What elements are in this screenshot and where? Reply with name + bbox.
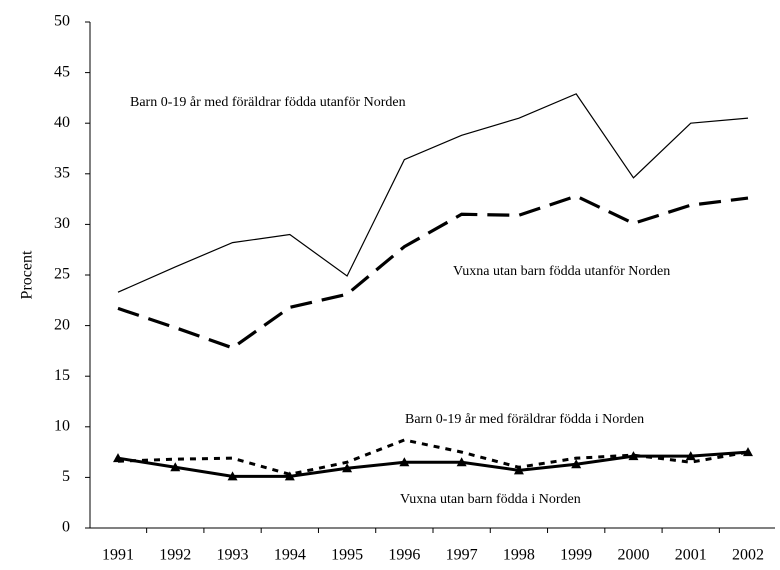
- marker: [113, 453, 123, 463]
- y-tick-label: 25: [54, 266, 70, 283]
- series-label: Barn 0-19 år med föräldrar födda i Norde…: [405, 412, 644, 427]
- y-tick-label: 45: [54, 63, 70, 80]
- x-tick-label: 1998: [503, 547, 535, 564]
- y-tick-label: 40: [54, 114, 70, 131]
- x-tick-label: 1999: [560, 547, 592, 564]
- x-tick-label: 1996: [388, 547, 420, 564]
- marker: [342, 463, 353, 473]
- y-tick-label: 20: [54, 316, 70, 333]
- series-line: [117, 93, 749, 293]
- marker: [456, 457, 467, 467]
- y-tick-label: 10: [54, 417, 70, 434]
- y-axis-label: Procent: [19, 250, 36, 299]
- y-tick-label: 15: [54, 367, 70, 384]
- x-tick-label: 2001: [675, 547, 707, 564]
- x-tick-label: 1993: [217, 547, 249, 564]
- x-tick-label: 2002: [732, 547, 764, 564]
- marker: [743, 447, 753, 457]
- series-line: [117, 194, 749, 350]
- marker: [170, 462, 181, 472]
- y-tick-label: 0: [62, 519, 70, 536]
- x-tick-label: 1995: [331, 547, 363, 564]
- series-label: Barn 0-19 år med föräldrar födda utanför…: [130, 95, 406, 110]
- series-label: Vuxna utan barn födda i Norden: [400, 492, 581, 507]
- x-tick-label: 1992: [159, 547, 191, 564]
- marker: [571, 459, 582, 469]
- y-tick-label: 50: [54, 13, 70, 30]
- x-tick-label: 2000: [617, 547, 649, 564]
- y-tick-label: 35: [54, 164, 70, 181]
- series-label: Vuxna utan barn födda utanför Norden: [453, 264, 670, 279]
- x-tick-label: 1994: [274, 547, 306, 564]
- y-tick-label: 5: [62, 468, 70, 485]
- marker: [399, 457, 410, 467]
- y-tick-label: 30: [54, 215, 70, 232]
- marker: [685, 451, 696, 461]
- series-line: [117, 450, 749, 478]
- x-tick-label: 1991: [102, 547, 134, 564]
- marker: [628, 451, 639, 461]
- marker: [513, 465, 524, 475]
- x-tick-label: 1997: [446, 547, 478, 564]
- marker: [227, 471, 238, 481]
- marker: [284, 471, 295, 481]
